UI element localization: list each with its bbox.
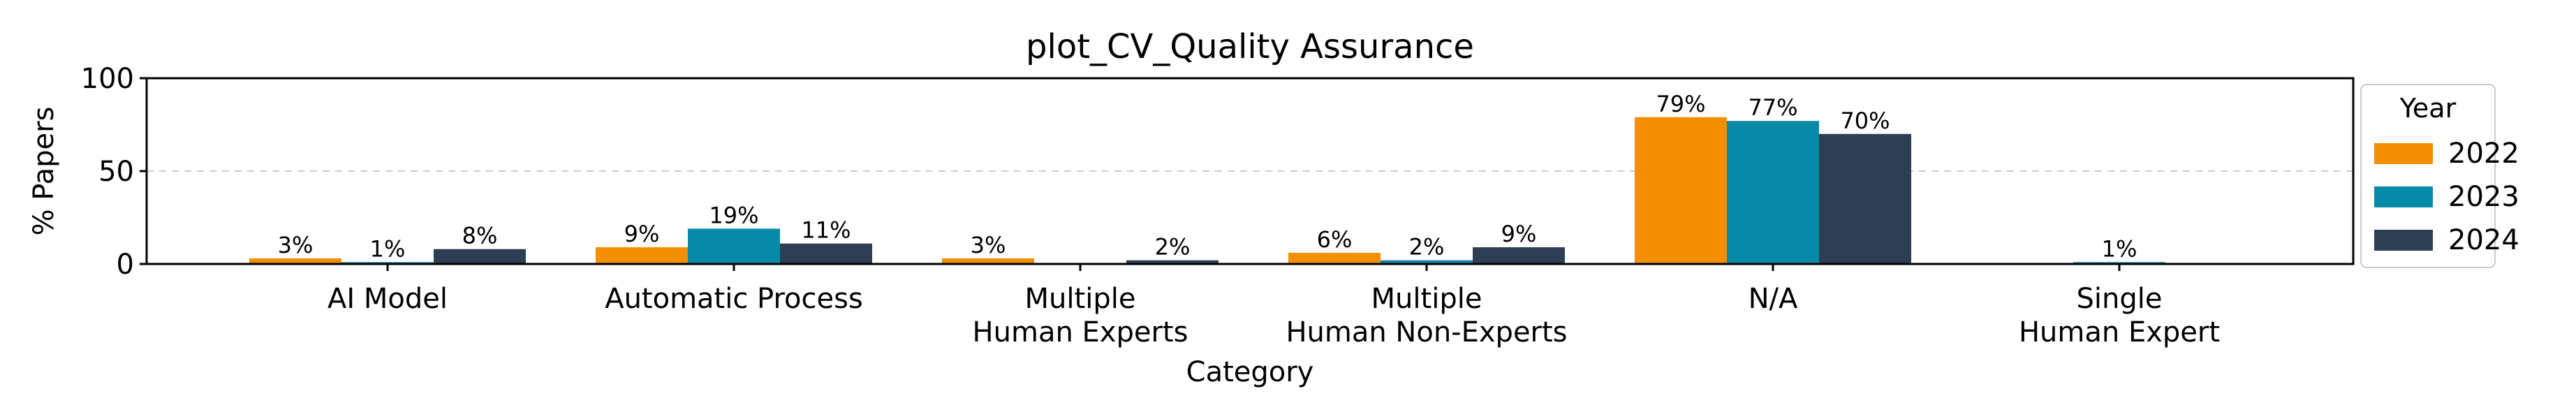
bar-label: 1% bbox=[370, 235, 406, 262]
legend-swatch-2023 bbox=[2374, 186, 2433, 207]
bar-label: 79% bbox=[1656, 91, 1705, 117]
bar-label: 9% bbox=[624, 221, 660, 247]
bar-label: 8% bbox=[462, 223, 498, 249]
x-axis-label: Category bbox=[1186, 356, 1314, 388]
chart-title: plot_CV_Quality Assurance bbox=[1026, 27, 1474, 66]
bar-label: 11% bbox=[801, 217, 851, 244]
bar-2024-1 bbox=[780, 243, 872, 264]
bar-2022-2 bbox=[942, 258, 1034, 264]
y-tick-label: 0 bbox=[117, 249, 134, 281]
bar-label: 3% bbox=[278, 232, 314, 258]
legend-label: 2023 bbox=[2448, 181, 2519, 213]
y-tick-label: 50 bbox=[98, 156, 134, 188]
x-tick-label: AI Model bbox=[327, 283, 448, 315]
bar-label: 2% bbox=[1155, 234, 1191, 260]
bar-label: 77% bbox=[1748, 94, 1797, 121]
bars bbox=[249, 117, 2165, 264]
bar-label: 19% bbox=[709, 202, 758, 228]
bar-2022-3 bbox=[1288, 253, 1381, 264]
x-axis: AI Model Automatic Process Multiple Human E… bbox=[327, 264, 2220, 348]
legend-title: Year bbox=[2399, 93, 2457, 124]
y-tick-label: 100 bbox=[81, 63, 134, 95]
bar-label: 9% bbox=[1501, 221, 1537, 247]
bar-2024-3 bbox=[1473, 247, 1565, 264]
bar-label: 2% bbox=[1409, 234, 1445, 260]
bar-labels: 3% 1% 8% 9% 19% 11% 3% 2% 6% 2% 9% 79% 77% 70% 1% bbox=[278, 91, 2137, 262]
bar-2023-4 bbox=[1727, 121, 1819, 264]
bar-2023-3 bbox=[1381, 260, 1473, 264]
bar-2024-2 bbox=[1126, 260, 1219, 264]
legend-label: 2022 bbox=[2448, 138, 2519, 170]
bar-label: 1% bbox=[2102, 235, 2137, 262]
legend-swatch-2022 bbox=[2374, 143, 2433, 164]
bar-label: 6% bbox=[1317, 226, 1353, 253]
bar-2024-4 bbox=[1819, 133, 1911, 264]
bar-2022-4 bbox=[1635, 117, 1727, 264]
bar-2022-0 bbox=[249, 258, 341, 264]
x-tick-label: Multiple Human Experts bbox=[973, 283, 1188, 348]
legend: Year 2022 2023 2024 bbox=[2360, 84, 2519, 268]
legend-swatch-2024 bbox=[2374, 230, 2433, 251]
x-tick-label: Automatic Process bbox=[605, 283, 863, 315]
x-tick-label: Multiple Human Non-Experts bbox=[1286, 283, 1567, 348]
bar-label: 70% bbox=[1840, 108, 1890, 134]
x-tick-label: Single Human Expert bbox=[2019, 283, 2220, 348]
y-axis: 0 50 100 bbox=[81, 63, 147, 281]
bar-2023-1 bbox=[688, 228, 780, 264]
bar-2022-1 bbox=[596, 247, 688, 264]
y-axis-label: % Papers bbox=[28, 107, 60, 236]
legend-label: 2024 bbox=[2448, 224, 2519, 256]
bar-label: 3% bbox=[971, 232, 1006, 258]
legend-box bbox=[2360, 84, 2496, 268]
x-tick-label: N/A bbox=[1749, 283, 1798, 315]
bar-2024-0 bbox=[434, 249, 526, 264]
